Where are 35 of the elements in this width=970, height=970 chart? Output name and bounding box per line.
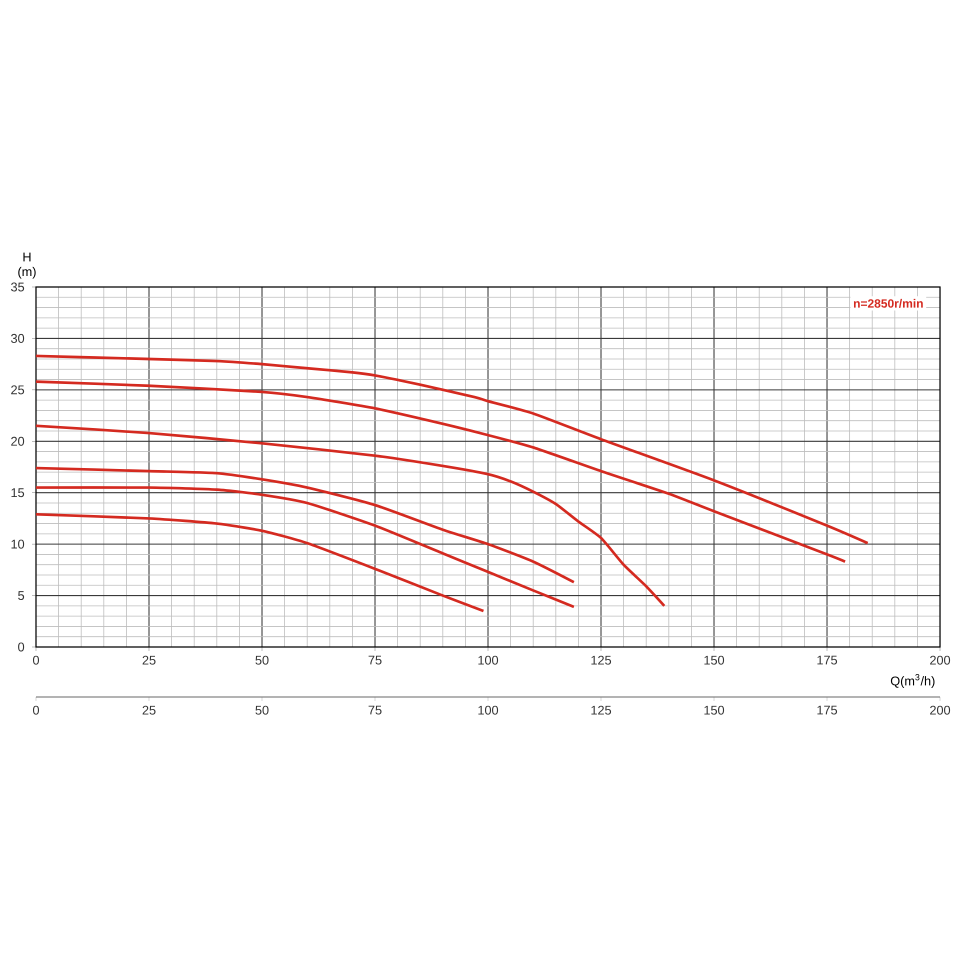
line-series <box>34 466 576 584</box>
x2-tick-label: 200 <box>930 706 950 715</box>
x2-tick-label: 50 <box>255 706 269 715</box>
y-tick-label: 10 <box>11 540 24 549</box>
line-series <box>34 380 846 563</box>
x-tick-label: 125 <box>591 656 612 665</box>
x2-tick-label: 25 <box>142 706 156 715</box>
y-tick-label: 35 <box>11 282 24 292</box>
y-tick-label: 20 <box>11 436 24 446</box>
x-tick-label: 75 <box>368 656 382 665</box>
y-tick-label: 0 <box>18 642 24 652</box>
x2-tick-label: 0 <box>32 706 40 715</box>
x-tick-label: 50 <box>255 656 269 665</box>
line-series <box>34 354 870 544</box>
x2-tick-label: 175 <box>817 706 838 715</box>
x-tick-label: 150 <box>704 656 724 665</box>
y-tick-label: 5 <box>18 591 24 600</box>
x-tick-label: 100 <box>478 656 498 665</box>
y-tick-label: 15 <box>11 488 24 498</box>
line-series <box>34 424 666 608</box>
x-tick-label: 175 <box>817 656 838 665</box>
x-tick-label: 0 <box>32 656 40 665</box>
line-series <box>34 486 576 608</box>
x2-tick-label: 150 <box>704 706 724 715</box>
annotation: n=2850r/min <box>854 298 923 308</box>
y-tick-label: 25 <box>11 385 24 394</box>
x-axis-title: Q(m$^{3}$/h) <box>890 674 935 688</box>
x-tick-label: 25 <box>142 656 156 665</box>
line-series <box>34 512 485 612</box>
x-tick-label: 200 <box>930 656 950 665</box>
y-axis-title: H (m) <box>18 252 36 279</box>
x2-tick-label: 100 <box>478 706 498 715</box>
y-tick-label: 30 <box>11 334 24 343</box>
x2-tick-label: 125 <box>591 706 612 715</box>
x2-tick-label: 75 <box>368 706 382 715</box>
